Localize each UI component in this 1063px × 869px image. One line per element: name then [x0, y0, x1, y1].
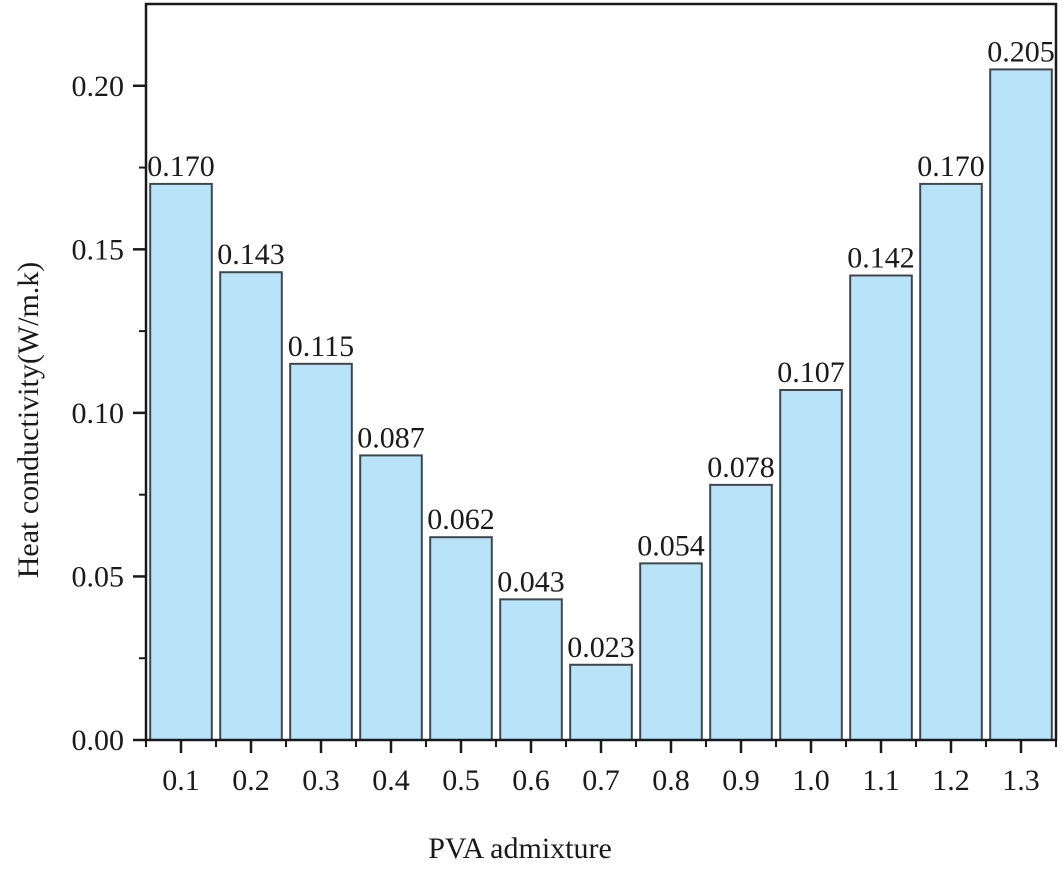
- bar-value-label: 0.107: [777, 356, 845, 389]
- bar-value-label: 0.023: [567, 631, 635, 664]
- x-tick-label: 0.8: [652, 764, 690, 797]
- bar-value-label: 0.062: [427, 503, 495, 536]
- y-tick-label: 0.15: [72, 233, 125, 266]
- x-tick-label: 0.7: [582, 764, 620, 797]
- bar-1.0: [779, 388, 843, 741]
- bar-value-label: 0.087: [357, 421, 425, 454]
- x-tick-label: 0.3: [302, 764, 340, 797]
- bar-value-label: 0.078: [707, 451, 775, 484]
- y-tick-label: 0.10: [72, 397, 125, 430]
- x-axis-title: PVA admixture: [428, 832, 612, 865]
- bar-0.4: [359, 454, 423, 741]
- x-tick-label: 1.2: [932, 764, 970, 797]
- bar-value-label: 0.170: [147, 150, 215, 183]
- bar-value-label: 0.054: [637, 529, 705, 562]
- x-tick-label: 0.4: [372, 764, 410, 797]
- bar-0.8: [639, 562, 703, 741]
- bar-1.2: [919, 182, 983, 741]
- bar-0.5: [429, 536, 493, 741]
- bar-0.3: [289, 362, 353, 741]
- x-tick-label: 0.5: [442, 764, 480, 797]
- bar-value-label: 0.043: [497, 565, 565, 598]
- bar-value-label: 0.142: [847, 242, 915, 275]
- bar-0.9: [709, 483, 773, 741]
- x-tick-label: 0.6: [512, 764, 550, 797]
- x-tick-label: 1.3: [1002, 764, 1040, 797]
- bar-1.1: [849, 274, 913, 741]
- x-tick-label: 0.9: [722, 764, 760, 797]
- y-axis-title: Heat conductivity(W/m.k): [12, 262, 45, 579]
- y-tick-label: 0.20: [72, 70, 125, 103]
- bars-group: [149, 68, 1053, 742]
- x-tick-label: 1.1: [862, 764, 900, 797]
- y-axis: 0.00 0.05 0.10 0.15 0.20: [72, 70, 146, 757]
- bar-value-label: 0.115: [288, 330, 354, 363]
- bar-0.2: [219, 271, 283, 741]
- bar-0.6: [499, 598, 563, 741]
- y-tick-label: 0.00: [72, 724, 125, 757]
- bar-1.3: [989, 68, 1053, 741]
- bar-value-label: 0.170: [917, 150, 985, 183]
- bar-0.1: [149, 182, 213, 741]
- x-tick-label: 0.1: [162, 764, 200, 797]
- y-tick-label: 0.05: [72, 560, 125, 593]
- bar-0.7: [569, 663, 633, 742]
- x-tick-label: 1.0: [792, 764, 830, 797]
- x-tick-label: 0.2: [232, 764, 270, 797]
- x-axis: 0.1 0.2 0.3 0.4 0.5 0.6 0.7 0.8 0.9 1.0 1.1 1.2 1.3: [145, 740, 1057, 797]
- bar-value-label: 0.143: [217, 238, 285, 271]
- bar-value-label: 0.205: [987, 35, 1055, 68]
